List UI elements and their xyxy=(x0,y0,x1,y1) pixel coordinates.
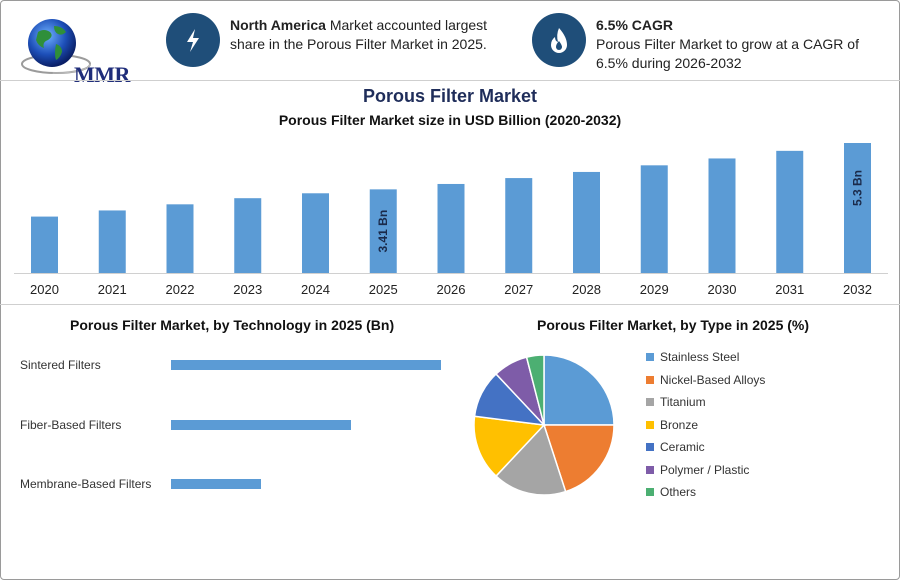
bar-2027 xyxy=(505,178,533,273)
info-north-america-bold: North America xyxy=(230,17,326,33)
data-label-2032: 5.3 Bn xyxy=(851,170,865,206)
x-tick-2027: 2027 xyxy=(504,282,533,297)
bar-2023 xyxy=(234,198,262,273)
technology-chart-title: Porous Filter Market, by Technology in 2… xyxy=(70,317,395,333)
legend-label-polymer-plastic: Polymer / Plastic xyxy=(660,462,750,477)
globe-icon xyxy=(21,19,91,74)
technology-label-fiber-based-filters: Fiber-Based Filters xyxy=(20,417,122,432)
x-tick-2026: 2026 xyxy=(437,282,466,297)
pie-slice-bronze xyxy=(473,415,546,478)
mmr-logo: MMR xyxy=(20,14,138,87)
bar-2026 xyxy=(437,183,465,273)
pie-slice-titanium xyxy=(495,423,567,496)
bar-2029 xyxy=(640,165,668,273)
technology-label-membrane-based-filters: Membrane-Based Filters xyxy=(20,477,152,491)
legend-item-stainless-steel: Stainless Steel xyxy=(646,346,765,369)
legend-label-titanium: Titanium xyxy=(660,395,706,410)
flame-badge xyxy=(532,13,586,67)
legend-swatch-ceramic xyxy=(646,443,654,452)
bar-2022 xyxy=(166,204,194,273)
legend-label-ceramic: Ceramic xyxy=(660,440,705,455)
legend-swatch-nickel-based-alloys xyxy=(646,375,654,384)
bar-chart-title: Porous Filter Market size in USD Billion… xyxy=(278,112,622,128)
pie-slice-stainless-steel xyxy=(543,354,615,426)
legend-swatch-stainless-steel xyxy=(646,353,654,362)
type-chart-title: Porous Filter Market, by Type in 2025 (%… xyxy=(537,317,810,333)
top-divider xyxy=(0,80,900,81)
info-north-america: North America Market accounted largest s… xyxy=(230,16,520,54)
legend-swatch-titanium xyxy=(646,398,654,407)
legend-item-polymer-plastic: Polymer / Plastic xyxy=(646,459,765,482)
logo-text: MMR xyxy=(74,62,130,87)
legend-item-others: Others xyxy=(646,481,765,504)
page-title: Porous Filter Market xyxy=(362,86,538,106)
pie-slice-others xyxy=(525,354,545,426)
legend-label-nickel-based-alloys: Nickel-Based Alloys xyxy=(660,372,766,387)
bar-2028 xyxy=(573,171,600,273)
x-tick-2024: 2024 xyxy=(301,282,330,297)
lightning-badge xyxy=(166,13,220,67)
bar-2032 xyxy=(844,143,871,273)
x-tick-2029: 2029 xyxy=(640,282,669,297)
x-tick-2032: 2032 xyxy=(843,282,872,297)
x-tick-2025: 2025 xyxy=(369,282,398,297)
x-tick-2031: 2031 xyxy=(775,282,804,297)
legend-swatch-bronze xyxy=(646,420,654,429)
flame-icon xyxy=(551,28,567,53)
market-size-bar-chart: 2020 2021 2022 2023 2024 2025 3.41 Bn 2026 2027 2… xyxy=(14,143,888,297)
bar-2031 xyxy=(776,150,804,273)
legend-swatch-polymer-plastic xyxy=(646,465,654,474)
legend-swatch-others xyxy=(646,488,654,497)
legend-label-bronze: Bronze xyxy=(660,417,699,432)
x-tick-2021: 2021 xyxy=(98,282,127,297)
pie-slice-nickel-based-alloys xyxy=(542,424,615,493)
x-tick-2023: 2023 xyxy=(233,282,262,297)
bar-2020 xyxy=(31,216,58,273)
technology-bar-membrane-based-filters xyxy=(171,479,261,489)
lightning-icon xyxy=(187,29,199,52)
info-cagr-text: Porous Filter Market to grow at a CAGR o… xyxy=(596,36,859,71)
technology-bar-sintered-filters xyxy=(171,360,441,370)
bar-2024 xyxy=(302,193,329,273)
info-cagr: 6.5% CAGR Porous Filter Market to grow a… xyxy=(596,16,876,73)
legend-item-ceramic: Ceramic xyxy=(646,436,765,459)
x-tick-2022: 2022 xyxy=(166,282,195,297)
technology-bar-fiber-based-filters xyxy=(171,419,351,430)
bar-2030 xyxy=(708,158,736,273)
technology-label-sintered-filters: Sintered Filters xyxy=(20,358,101,372)
middle-divider xyxy=(0,304,900,305)
x-tick-2020: 2020 xyxy=(30,282,59,297)
pie-legend: Stainless Steel Nickel-Based Alloys Titani… xyxy=(646,346,765,504)
bar-2025 xyxy=(369,189,397,273)
legend-label-stainless-steel: Stainless Steel xyxy=(660,350,740,365)
data-label-2025: 3.41 Bn xyxy=(376,210,390,253)
type-pie-chart xyxy=(473,354,615,496)
x-tick-2030: 2030 xyxy=(708,282,737,297)
legend-item-titanium: Titanium xyxy=(646,391,765,414)
bar-2021 xyxy=(98,210,126,273)
legend-item-nickel-based-alloys: Nickel-Based Alloys xyxy=(646,369,765,392)
info-cagr-bold: 6.5% CAGR xyxy=(596,17,674,33)
legend-item-bronze: Bronze xyxy=(646,414,765,437)
info-north-america-text: Market accounted largest share in the Po… xyxy=(230,17,488,52)
x-tick-2028: 2028 xyxy=(572,282,601,297)
legend-label-others: Others xyxy=(660,485,697,500)
